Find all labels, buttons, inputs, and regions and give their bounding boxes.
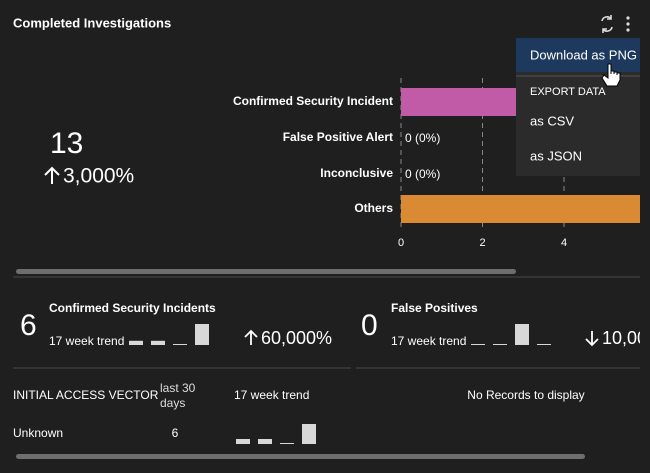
x-tick-label: 4	[561, 237, 567, 249]
menu-item[interactable]: as JSON	[530, 148, 582, 163]
up-arrow	[244, 329, 258, 345]
sparkline-bar	[302, 424, 316, 444]
dropdown-menu: Download as PNG EXPORT DATA as CSV as JS…	[516, 38, 640, 176]
value-label: 0 (0%)	[405, 131, 440, 145]
category-label: False Positive Alert	[283, 130, 393, 144]
scrollbar[interactable]	[16, 269, 516, 274]
card-change: 60,000%	[261, 328, 332, 348]
sparkline-bar	[471, 344, 485, 345]
table-header: last 30 days	[160, 381, 196, 410]
trend-label: 17 week trend	[391, 334, 466, 348]
sparkline-bar	[258, 439, 272, 444]
menu-item[interactable]: Download as PNG	[530, 47, 637, 62]
menu-section: EXPORT DATA	[530, 86, 606, 98]
down-arrow	[585, 331, 599, 347]
empty-message: No Records to display	[467, 388, 584, 402]
table-header: INITIAL ACCESS VECTOR	[13, 388, 159, 402]
sparkline-bar	[537, 344, 551, 345]
table-cell: Unknown	[13, 426, 63, 440]
sparkline-bar	[493, 344, 507, 345]
sparkline-bar	[236, 439, 250, 444]
sparkline-bar	[195, 324, 209, 345]
sparkline-bar	[129, 340, 143, 345]
more-icon[interactable]	[626, 16, 630, 32]
card-change: 10,000%	[602, 328, 650, 348]
x-tick-label: 0	[398, 237, 404, 249]
card-value: 0	[361, 309, 378, 342]
sparkline	[471, 324, 551, 345]
sparkline-bar	[151, 340, 165, 345]
sparkline-bar	[280, 443, 294, 444]
value-label: 0 (0%)	[405, 167, 440, 181]
sparkline	[236, 424, 316, 444]
sparkline-bar	[173, 344, 187, 345]
x-tick-label: 2	[479, 237, 485, 249]
bar	[401, 195, 640, 223]
table-header-wrap: last 30 days	[160, 381, 196, 410]
sparkline	[129, 324, 209, 345]
category-label: Inconclusive	[320, 166, 393, 180]
summary-count: 13	[50, 127, 83, 160]
menu-item-highlight[interactable]	[516, 38, 640, 72]
refresh-icon[interactable]	[601, 15, 613, 33]
cursor	[601, 63, 621, 87]
table-header: 17 week trend	[234, 388, 309, 402]
scrollbar[interactable]	[16, 454, 585, 459]
widget-title: Completed Investigations	[13, 15, 171, 30]
trend-label: 17 week trend	[49, 334, 124, 348]
summary-change: 3,000%	[63, 165, 134, 188]
sparkline-bar	[515, 324, 529, 345]
card-title: False Positives	[391, 301, 478, 315]
card-value: 6	[20, 309, 37, 342]
menu-item[interactable]: as CSV	[530, 113, 574, 128]
category-label: Others	[354, 201, 393, 215]
up-arrow	[44, 166, 60, 184]
table-cell: 6	[172, 426, 179, 440]
card-title: Confirmed Security Incidents	[49, 301, 216, 315]
category-label: Confirmed Security Incident	[233, 94, 393, 108]
